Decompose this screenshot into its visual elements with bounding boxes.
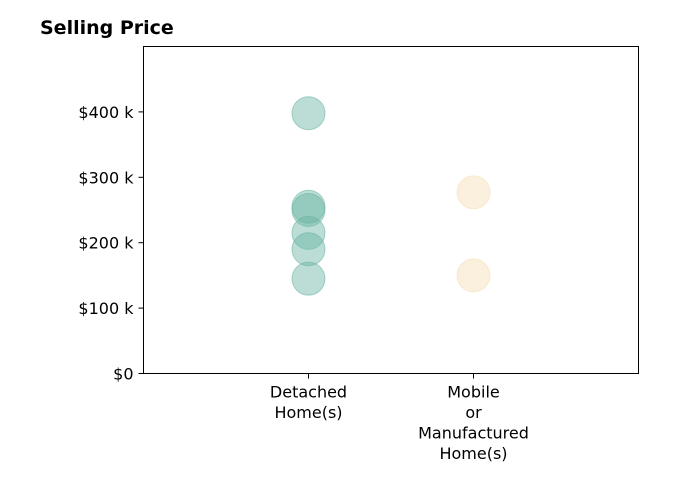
plot-frame — [143, 46, 639, 374]
x-tick-label-line: Home(s) — [439, 444, 507, 463]
y-tick-label: $100 k — [78, 299, 134, 318]
x-tick-label-line: Detached — [270, 383, 347, 402]
y-tick-label: $300 k — [78, 168, 134, 187]
data-point — [456, 175, 491, 210]
data-point — [456, 258, 491, 293]
data-point — [291, 96, 326, 131]
y-axis: $0 $100 k $200 k $300 k $400 k — [78, 103, 144, 384]
x-tick-label-line: Manufactured — [418, 424, 529, 443]
x-tick-label: Mobile or Manufactured Home(s) — [418, 383, 529, 464]
x-tick-label-line: Home(s) — [274, 403, 342, 422]
data-point — [291, 261, 326, 296]
y-tick-label: $0 — [113, 365, 133, 384]
chart-title: Selling Price — [40, 17, 174, 39]
x-tick-label: Detached Home(s) — [270, 383, 347, 423]
points-layer — [291, 96, 491, 296]
x-axis: Detached Home(s)Mobile or Manufactured Home(… — [270, 373, 529, 464]
y-tick-label: $400 k — [78, 103, 134, 122]
data-point — [291, 232, 326, 267]
x-tick-label-line: or — [465, 403, 482, 422]
y-tick-label: $200 k — [78, 234, 134, 253]
x-tick-label-line: Mobile — [447, 383, 499, 402]
